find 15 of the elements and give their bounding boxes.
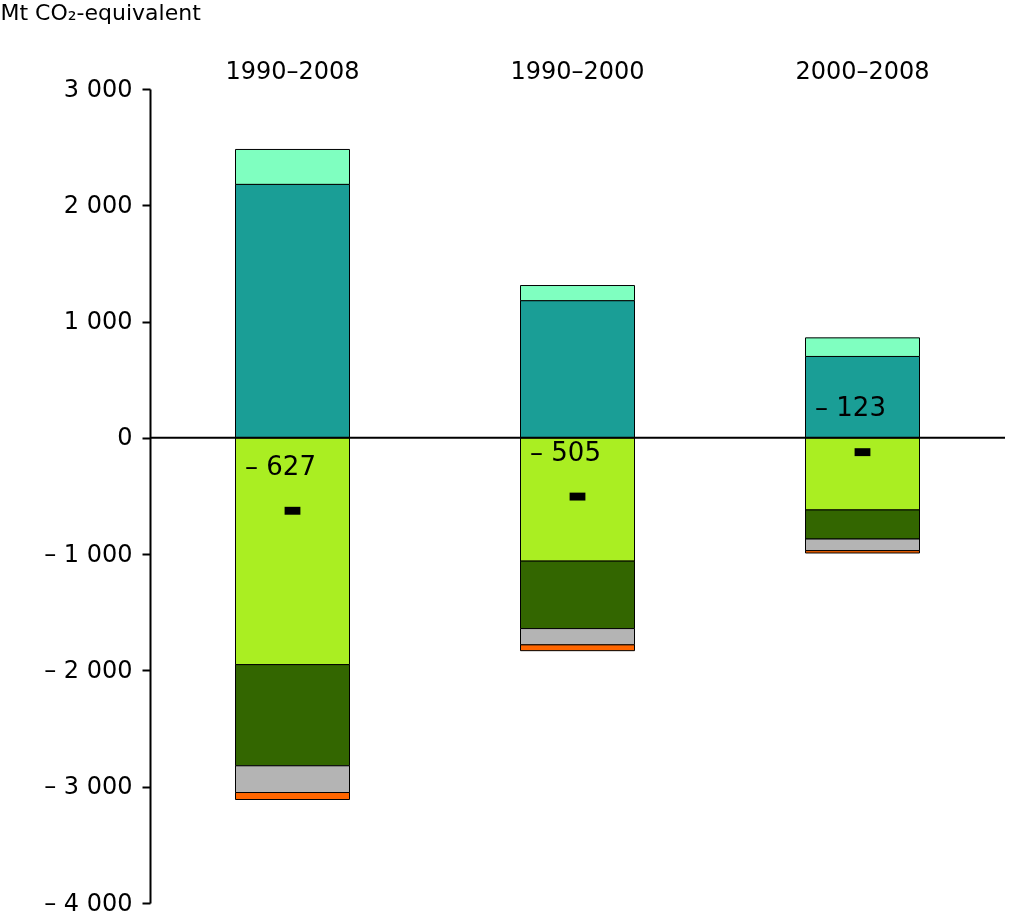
y-tick-label: 2 000 — [63, 190, 133, 219]
y-tick-label: – 3 000 — [44, 772, 133, 801]
data-label: – 123 — [815, 392, 886, 423]
x-tick-label: 1990–2008 — [225, 56, 360, 85]
x-tick-label: 2000–2008 — [795, 56, 930, 85]
y-tick-label: 0 — [117, 423, 133, 452]
y-tick-label: – 4 000 — [44, 888, 133, 915]
y-tick-label: 1 000 — [63, 307, 133, 336]
y-axis-title: Mt CO₂-equivalent — [0, 0, 202, 25]
y-tick-label: – 1 000 — [44, 539, 133, 568]
data-label: – 627 — [245, 450, 316, 481]
x-tick-label: 1990–2000 — [510, 56, 645, 85]
data-label: – 505 — [530, 436, 601, 467]
y-tick-label: – 2 000 — [44, 655, 133, 684]
y-tick-label: 3 000 — [63, 74, 133, 103]
